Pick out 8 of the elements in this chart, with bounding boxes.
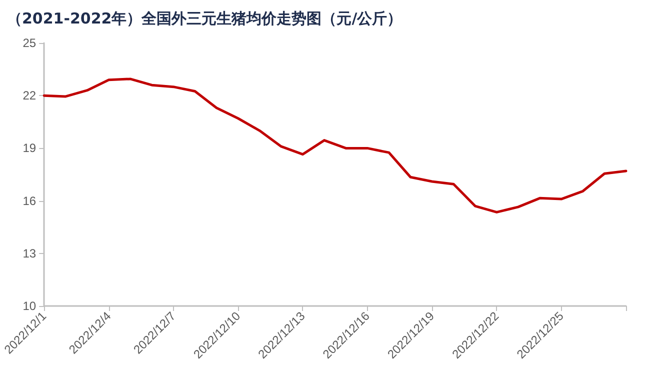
y-tick-label: 16	[22, 194, 36, 208]
y-tick-label: 13	[22, 246, 36, 260]
y-tick-label: 10	[22, 299, 36, 313]
chart-title: （2021-2022年）全国外三元生猪均价走势图（元/公斤）	[7, 10, 402, 28]
y-tick-label: 22	[22, 88, 36, 103]
y-tick-label: 25	[22, 36, 36, 50]
y-tick-label: 19	[22, 141, 36, 156]
line-series	[42, 78, 628, 214]
